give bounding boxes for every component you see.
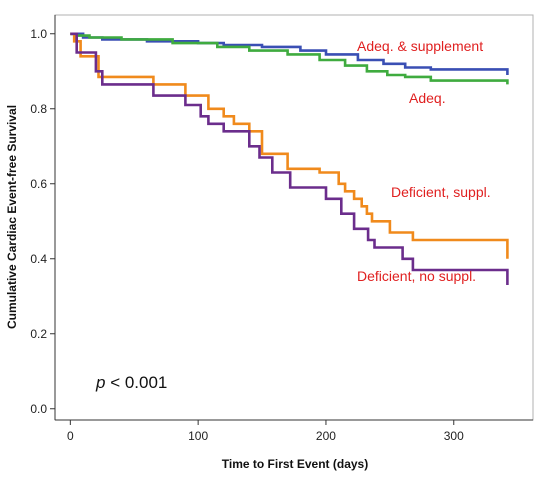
series-lines — [70, 32, 509, 285]
x-axis-title: Time to First Event (days) — [222, 457, 368, 471]
series-labels: Adeq. & supplement Adeq. Deficient, suppl.… — [357, 38, 491, 284]
p-value-annotation: p < 0.001 — [95, 373, 167, 392]
series-line-deficient-no-suppl — [70, 32, 509, 285]
series-label-deficient-suppl: Deficient, suppl. — [391, 184, 491, 200]
x-tick-label: 300 — [444, 429, 464, 443]
series-line-deficient-suppl — [70, 32, 509, 259]
x-tick-label: 200 — [316, 429, 336, 443]
y-tick-label: 0.8 — [30, 102, 47, 116]
y-tick-label: 0.6 — [30, 177, 47, 191]
series-label-deficient-no-suppl: Deficient, no suppl. — [357, 268, 476, 284]
series-line-adequate-supplement — [70, 32, 509, 75]
series-label-adequate-supplement: Adeq. & supplement — [357, 38, 483, 54]
y-tick-label: 1.0 — [30, 27, 47, 41]
plot-frame — [54, 14, 534, 421]
x-tick-label: 0 — [67, 429, 74, 443]
y-axis-title: Cumulative Cardiac Event-free Survival — [5, 105, 19, 329]
y-tick-label: 0.0 — [30, 402, 47, 416]
x-tick-label: 100 — [188, 429, 208, 443]
p-symbol: p — [95, 373, 105, 392]
axes: 0 100 200 300 0.0 0.2 0.4 0.6 0.8 1.0 — [30, 15, 533, 443]
y-tick-label: 0.2 — [30, 327, 47, 341]
series-line-adequate — [70, 32, 509, 85]
p-value-text: < 0.001 — [105, 373, 167, 392]
series-label-adequate: Adeq. — [409, 90, 446, 106]
y-tick-label: 0.4 — [30, 252, 47, 266]
